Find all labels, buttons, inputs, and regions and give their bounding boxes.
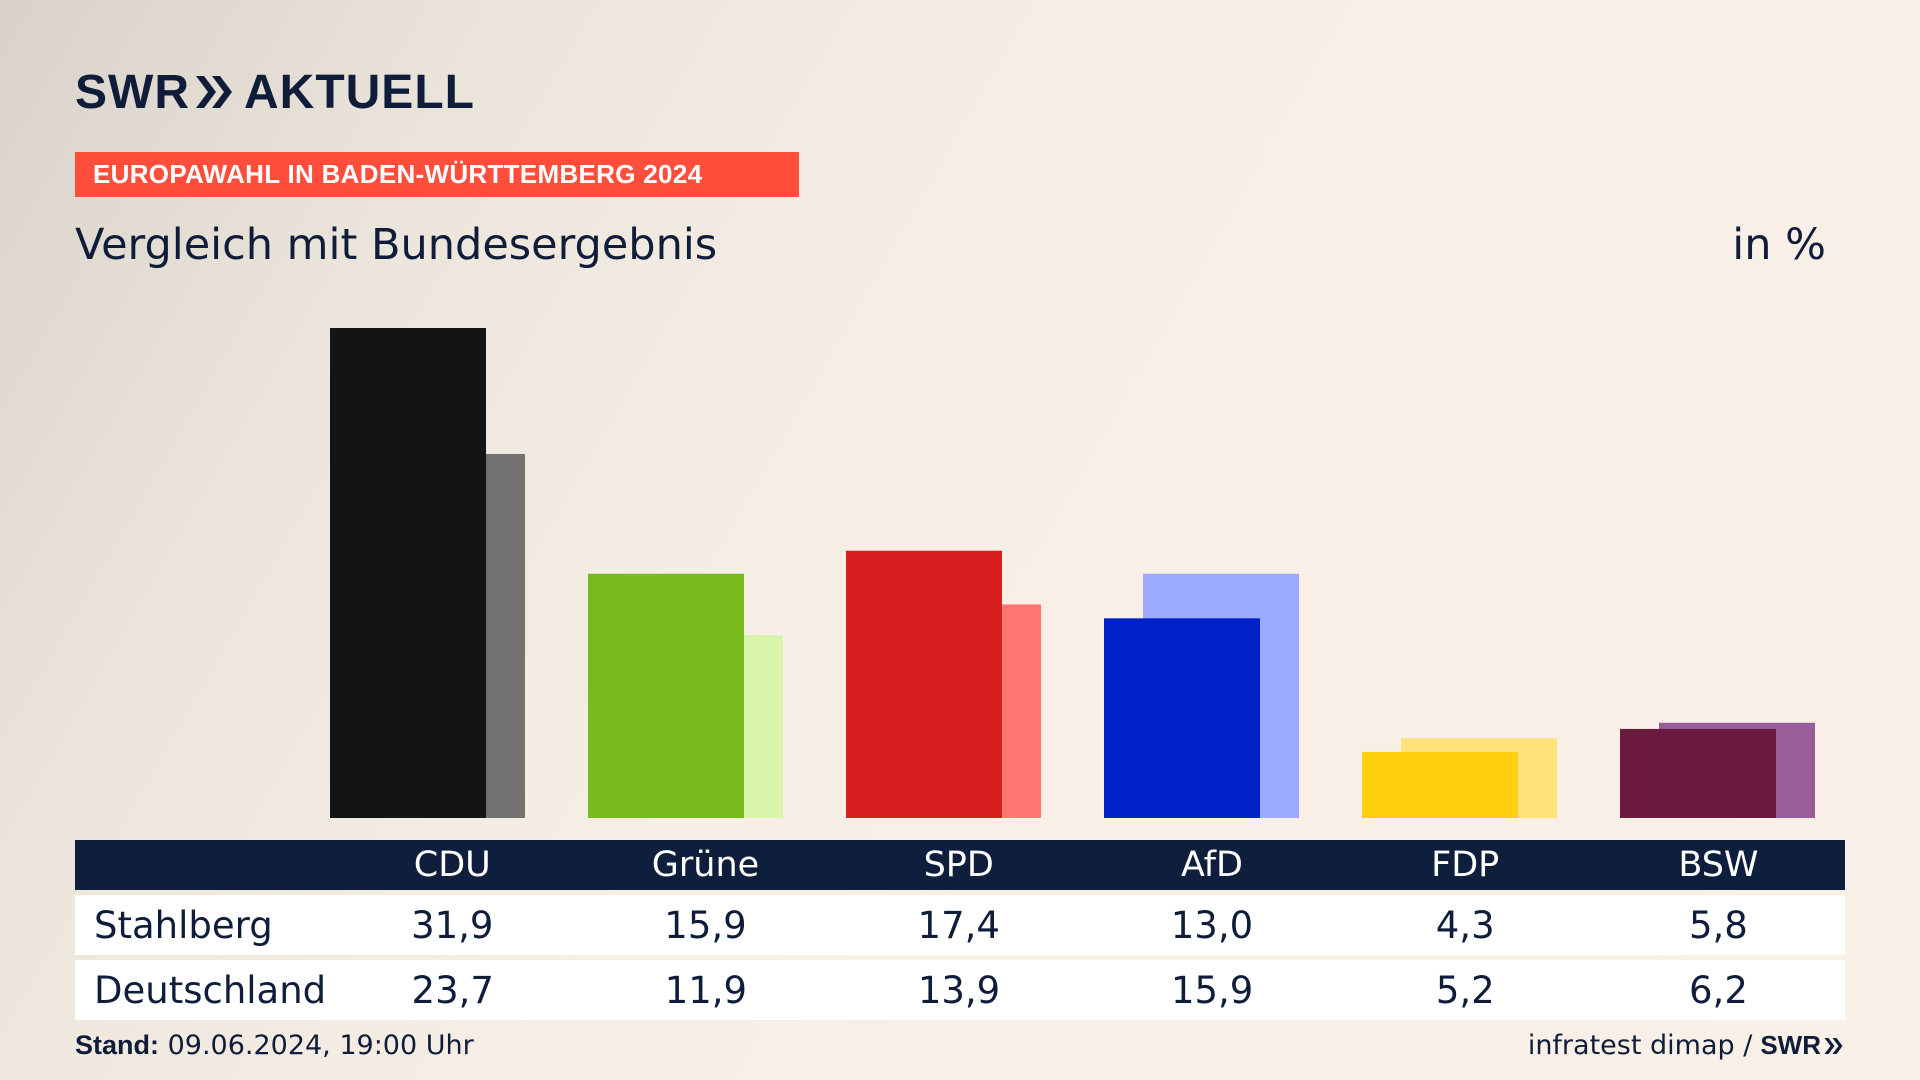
row-label-stahlberg: Stahlberg	[94, 903, 273, 947]
unit-label: in %	[1732, 220, 1826, 270]
value-deutschland-cdu: 23,7	[411, 968, 494, 1012]
value-stahlberg-cdu: 31,9	[411, 903, 494, 947]
value-stahlberg-spd: 17,4	[917, 903, 1000, 947]
bar-chart	[330, 328, 1815, 818]
bar-stahlberg-bsw	[1620, 728, 1776, 818]
double-chevron-icon	[1824, 1037, 1843, 1054]
value-deutschland-bsw: 6,2	[1689, 968, 1748, 1012]
value-deutschland-gruene: 11,9	[664, 968, 748, 1012]
bar-stahlberg-fdp	[1362, 751, 1518, 818]
header-spd: SPD	[923, 845, 994, 885]
stand-label: Stand:	[75, 1030, 159, 1060]
value-stahlberg-afd: 13,0	[1170, 903, 1254, 947]
header-cdu: CDU	[413, 845, 491, 885]
timestamp: Stand: 09.06.2024, 19:00 Uhr	[75, 1030, 474, 1061]
table-row: Stahlberg 31,9 15,9 17,4 13,0 4,3 5,8	[75, 895, 1845, 955]
bar-stahlberg-gruene	[588, 573, 744, 818]
swr-mini-logo: SWR	[1760, 1030, 1845, 1061]
mini-logo-text: SWR	[1760, 1030, 1821, 1060]
row-label-deutschland: Deutschland	[94, 968, 327, 1012]
bar-stahlberg-cdu	[330, 328, 486, 818]
value-stahlberg-fdp: 4,3	[1435, 903, 1495, 947]
header-gruene: Grüne	[651, 845, 760, 885]
logo-aktuell-text: AKTUELL	[243, 65, 475, 119]
logo-swr-text: SWR	[75, 65, 190, 119]
value-stahlberg-bsw: 5,8	[1689, 903, 1748, 947]
table-header-row: CDU Grüne SPD AfD FDP BSW	[75, 840, 1845, 890]
table-row: Deutschland 23,7 11,9 13,9 15,9 5,2 6,2	[75, 960, 1845, 1020]
swr-aktuell-logo: SWR AKTUELL	[75, 62, 475, 122]
stand-value: 09.06.2024, 19:00 Uhr	[167, 1030, 474, 1061]
source-credit: infratest dimap / SWR	[1528, 1030, 1845, 1061]
value-deutschland-fdp: 5,2	[1435, 968, 1495, 1012]
source-text: infratest dimap /	[1527, 1030, 1753, 1061]
value-deutschland-spd: 13,9	[917, 968, 1001, 1012]
election-banner: EUROPAWAHL IN BADEN-WÜRTTEMBERG 2024	[75, 152, 799, 197]
bar-stahlberg-afd	[1104, 618, 1260, 818]
header-fdp: FDP	[1431, 845, 1500, 885]
chart-subtitle: Vergleich mit Bundesergebnis	[75, 220, 718, 270]
double-chevron-icon	[195, 76, 232, 108]
value-stahlberg-gruene: 15,9	[664, 903, 747, 947]
header-bsw: BSW	[1678, 845, 1759, 885]
results-table: CDU Grüne SPD AfD FDP BSW Stahlberg 31,9…	[75, 840, 1845, 1020]
bar-stahlberg-spd	[846, 550, 1002, 818]
value-deutschland-afd: 15,9	[1170, 968, 1254, 1012]
header-afd: AfD	[1180, 845, 1243, 885]
